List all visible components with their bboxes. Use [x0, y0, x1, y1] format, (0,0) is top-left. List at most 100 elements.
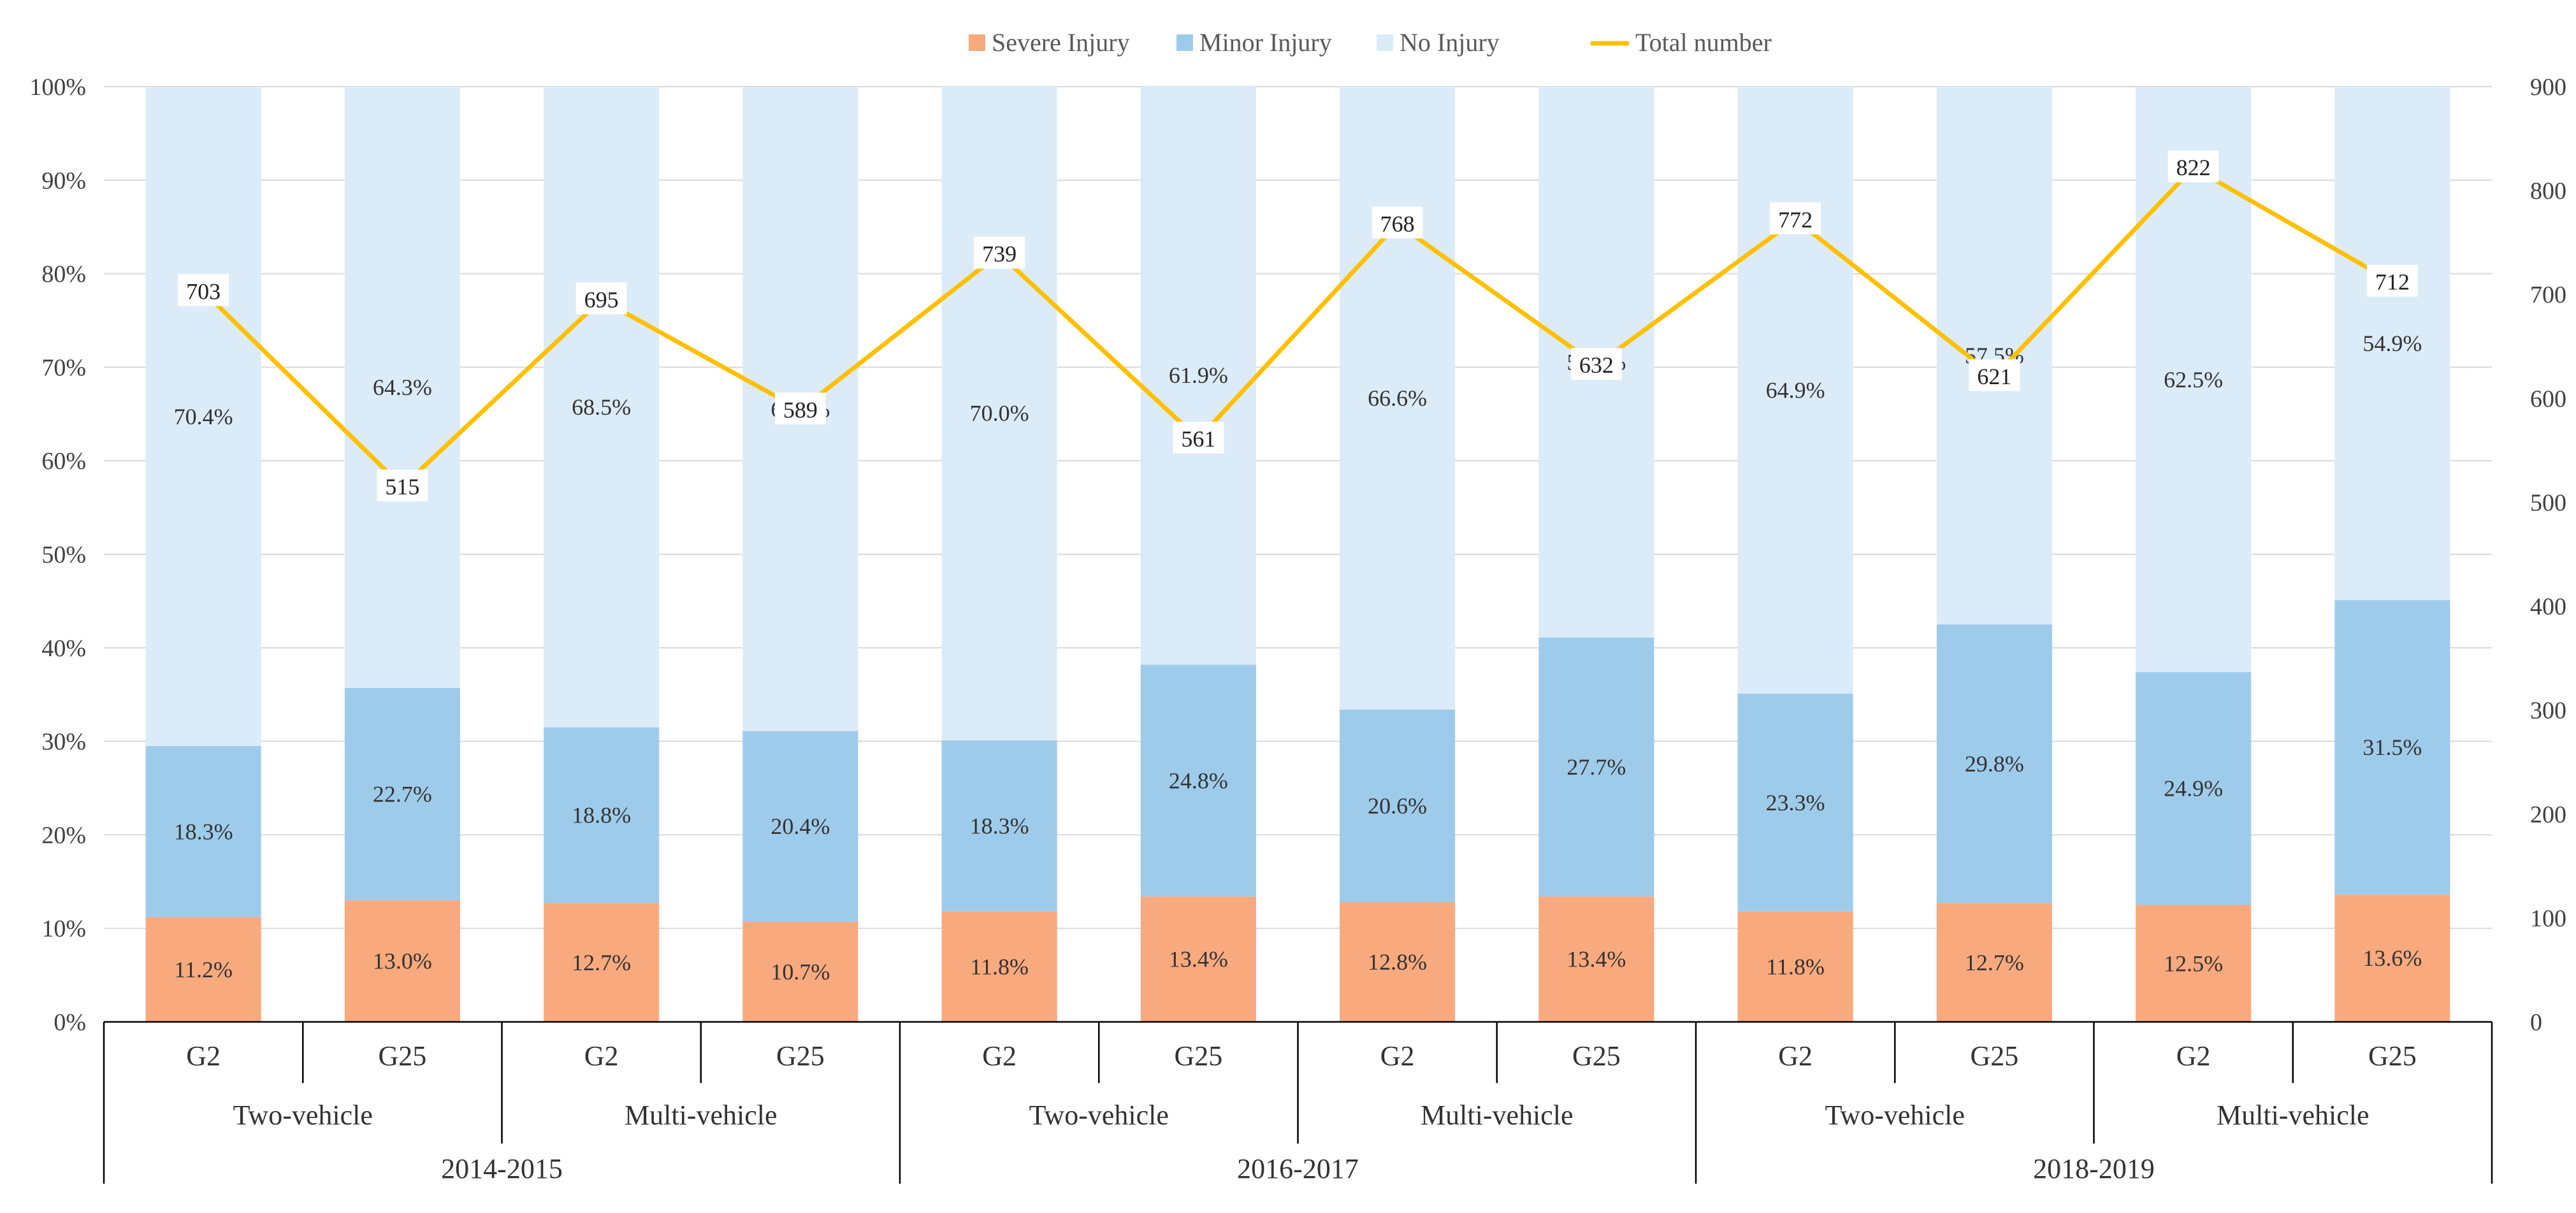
total-label-box	[974, 236, 1025, 269]
segment-label: 70.0%	[970, 400, 1029, 426]
severe-injury-segment	[2136, 905, 2252, 1022]
segment-label: 13.4%	[1567, 947, 1626, 972]
total-label-box	[178, 274, 229, 306]
segment-label: 12.8%	[1368, 949, 1427, 975]
left-axis-tick: 20%	[41, 822, 86, 849]
left-axis: 0% 10% 20% 30% 40% 50% 60% 70% 80% 90% 100%	[29, 74, 86, 1036]
legend-label: No Injury	[1400, 28, 1500, 57]
period-label: 2016-2017	[1237, 1153, 1359, 1184]
total-label-box	[377, 469, 428, 501]
segment-label: 66.6%	[1368, 385, 1427, 411]
no-injury-segment	[2334, 87, 2450, 600]
no-injury-segment	[1340, 87, 1456, 710]
segment-label: 10.7%	[771, 959, 830, 984]
minor-injury-segment	[742, 731, 858, 922]
total-label-box	[1371, 206, 1423, 239]
crash-type-label: Two-vehicle	[1029, 1100, 1169, 1131]
segment-label: 22.7%	[373, 782, 432, 807]
segment-label: 29.8%	[1965, 751, 2024, 777]
no-injury-segment	[941, 85, 1057, 741]
no-injury-segment	[1140, 85, 1256, 665]
left-axis-tick: 30%	[41, 729, 86, 756]
total-label: 632	[1579, 352, 1614, 378]
no-injury-segment	[2136, 87, 2252, 672]
total-label: 561	[1181, 426, 1215, 452]
severe-injury-segment	[742, 921, 858, 1022]
minor-injury-segment	[1737, 693, 1853, 912]
left-axis-tick: 0%	[54, 1009, 86, 1036]
no-injury-segment	[544, 87, 660, 728]
right-axis-tick: 300	[2530, 698, 2566, 724]
total-label-box	[1570, 348, 1622, 380]
right-axis-tick: 600	[2530, 385, 2566, 412]
total-label-box	[1770, 202, 1821, 234]
segment-label: 20.4%	[771, 814, 830, 839]
category-label: G25	[378, 1040, 426, 1072]
total-label-box	[2167, 150, 2219, 183]
right-axis-tick: 200	[2530, 801, 2566, 828]
segment-labels: 11.2% 18.3% 70.4% 13.0% 22.7% 64.3% 12.7% 18.8%…	[174, 331, 2422, 984]
severe-injury-segment	[1936, 903, 2052, 1022]
no-injury-segment	[1936, 87, 2052, 625]
total-label: 822	[2176, 155, 2211, 180]
segment-label: 11.2%	[174, 957, 233, 982]
total-label: 712	[2375, 269, 2410, 295]
left-axis-tick: 50%	[41, 542, 86, 568]
segment-label: 70.4%	[174, 404, 233, 429]
crash-type-label: Two-vehicle	[233, 1100, 373, 1131]
severe-injury-segment	[1340, 902, 1456, 1022]
legend-swatch	[1176, 34, 1193, 51]
left-axis-tick: 90%	[41, 168, 86, 194]
legend-label: Minor Injury	[1199, 28, 1332, 57]
total-label-box	[774, 392, 826, 425]
no-injury-segment	[145, 87, 261, 746]
severe-injury-segment	[2334, 894, 2450, 1022]
total-number-polyline	[201, 165, 2394, 489]
left-axis-tick: 100%	[29, 74, 86, 101]
segment-label: 12.7%	[1965, 950, 2024, 975]
period-label: 2018-2019	[2033, 1153, 2155, 1184]
segment-label: 24.9%	[2164, 776, 2223, 801]
right-axis-tick: 700	[2530, 282, 2566, 308]
category-label: G2	[1380, 1040, 1415, 1072]
crash-type-label: Two-vehicle	[1825, 1100, 1965, 1131]
segment-label: 11.8%	[1766, 954, 1825, 979]
no-injury-segment	[1737, 87, 1853, 694]
segment-label: 18.3%	[174, 819, 233, 844]
total-label-box	[2366, 264, 2418, 297]
severe-injury-segment	[1737, 911, 1853, 1022]
category-label: G25	[1970, 1040, 2018, 1072]
bars	[145, 85, 2450, 1022]
total-label-box	[575, 282, 627, 315]
minor-injury-segment	[2334, 599, 2450, 895]
category-label: G2	[584, 1040, 619, 1072]
category-label: G25	[776, 1040, 825, 1072]
left-axis-tick: 10%	[41, 915, 86, 942]
minor-injury-segment	[1936, 624, 2052, 903]
crash-type-label: Multi-vehicle	[1421, 1100, 1574, 1131]
segment-label: 31.5%	[2363, 735, 2422, 760]
segment-label: 13.0%	[373, 949, 432, 974]
minor-injury-segment	[2136, 671, 2252, 905]
total-label: 621	[1977, 364, 2011, 389]
right-axis-tick: 500	[2530, 489, 2566, 516]
severe-injury-segment	[1140, 896, 1256, 1022]
right-axis-tick: 400	[2530, 594, 2566, 621]
segment-label: 12.5%	[2164, 951, 2223, 976]
minor-injury-segment	[145, 745, 261, 917]
right-axis-tick: 100	[2530, 905, 2566, 932]
category-axis: G2 G25 G2 G25 G2 G25 G2 G25 G2 G25 G2 G25Two-vehicl…	[103, 1021, 2493, 1184]
minor-injury-segment	[1140, 664, 1256, 897]
segment-label: 11.8%	[970, 954, 1029, 979]
segment-label: 62.5%	[2164, 367, 2223, 392]
right-axis-tick: 900	[2530, 74, 2566, 101]
segment-label: 18.3%	[970, 813, 1029, 838]
period-label: 2014-2015	[441, 1153, 563, 1184]
legend-label: Total number	[1635, 28, 1772, 57]
left-axis-tick: 70%	[41, 354, 86, 381]
minor-injury-segment	[1340, 709, 1456, 903]
right-axis: 0 100 200 300 400 500 600 700 800 900	[2530, 74, 2566, 1036]
legend: Severe Injury Minor Injury No Injury Total …	[969, 28, 1772, 57]
total-label: 703	[186, 278, 221, 304]
